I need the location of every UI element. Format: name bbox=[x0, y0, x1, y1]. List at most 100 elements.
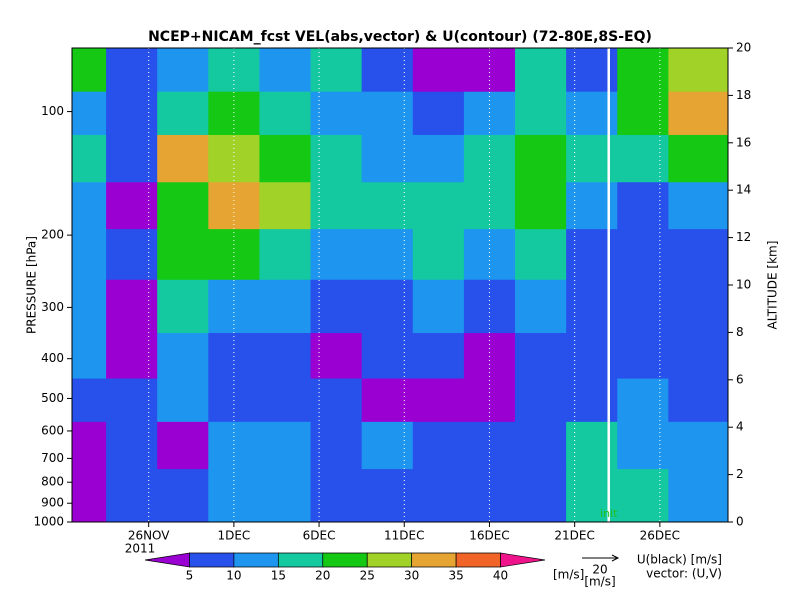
field-cell bbox=[259, 333, 312, 380]
field-cell bbox=[106, 333, 158, 380]
field-cell bbox=[617, 279, 669, 334]
chart-title: NCEP+NICAM_fcst VEL(abs,vector) & U(cont… bbox=[148, 29, 652, 45]
field-cell bbox=[463, 48, 516, 93]
field-cell bbox=[208, 421, 260, 470]
field-cell bbox=[668, 378, 728, 423]
colorbar-unit: [m/s] bbox=[553, 568, 584, 582]
colorbar-swatch bbox=[322, 552, 368, 568]
field-cell bbox=[463, 469, 516, 522]
field-cell bbox=[515, 182, 567, 230]
field-cell bbox=[72, 421, 107, 470]
field-cell bbox=[617, 333, 669, 380]
field-cell bbox=[515, 421, 567, 470]
legend-note: vector: (U,V) bbox=[646, 567, 722, 581]
field-cell bbox=[157, 48, 209, 93]
field-cell bbox=[106, 421, 158, 470]
field-cell bbox=[72, 134, 107, 183]
field-cell bbox=[259, 279, 312, 334]
field-cell bbox=[361, 333, 414, 380]
field-cell bbox=[208, 229, 260, 281]
field-cell bbox=[463, 421, 516, 470]
field-cell bbox=[361, 421, 414, 470]
field-cell bbox=[668, 48, 728, 93]
field-cell bbox=[72, 182, 107, 230]
field-cell bbox=[157, 182, 209, 230]
y2-tick-label: 8 bbox=[736, 325, 744, 339]
y-tick-label: 400 bbox=[41, 351, 64, 365]
field-cell bbox=[106, 279, 158, 334]
field-cell bbox=[412, 469, 465, 522]
field-cell bbox=[310, 421, 363, 470]
field-cell bbox=[310, 469, 363, 522]
y2-tick-label: 20 bbox=[736, 41, 751, 55]
y-tick-label: 100 bbox=[41, 104, 64, 118]
field-cell bbox=[668, 333, 728, 380]
init-label: init bbox=[600, 507, 618, 520]
year-label: 2011 bbox=[125, 542, 156, 556]
plot-frame bbox=[71, 47, 729, 523]
field-cell bbox=[157, 469, 209, 522]
field-cell bbox=[617, 421, 669, 470]
field-cell bbox=[157, 421, 209, 470]
field-cell bbox=[310, 279, 363, 334]
field-cell bbox=[259, 48, 312, 93]
field-cell bbox=[361, 378, 414, 423]
field-cell bbox=[668, 421, 728, 470]
field-cell bbox=[361, 229, 414, 281]
colorbar-swatch bbox=[411, 552, 457, 568]
colorbar-swatch bbox=[277, 552, 324, 568]
x-tick-label: 16DEC bbox=[469, 529, 509, 543]
field-cell bbox=[412, 421, 465, 470]
field-cell bbox=[617, 378, 669, 423]
field-cell bbox=[617, 91, 669, 136]
y2-tick-label: 12 bbox=[736, 230, 751, 244]
y-tick-label: 600 bbox=[41, 423, 64, 437]
y2-tick-label: 0 bbox=[736, 515, 744, 529]
x-tick-label: 6DEC bbox=[303, 529, 336, 543]
y2-tick-label: 14 bbox=[736, 183, 751, 197]
field-cell bbox=[361, 182, 414, 230]
field-cell bbox=[412, 91, 465, 136]
field-cell bbox=[668, 279, 728, 334]
field-cell bbox=[515, 48, 567, 93]
field-cell bbox=[412, 229, 465, 281]
x-tick-label: 11DEC bbox=[384, 529, 424, 543]
vector-key-unit: [m/s] bbox=[584, 575, 615, 589]
field-cell bbox=[259, 378, 312, 423]
field-cell bbox=[515, 279, 567, 334]
field-cell bbox=[463, 134, 516, 183]
colorbar-label: 15 bbox=[271, 569, 286, 583]
legend-note: U(black) [m/s] bbox=[637, 553, 722, 567]
field-cell bbox=[310, 333, 363, 380]
field-cell bbox=[72, 48, 107, 93]
colorbar-label: 20 bbox=[315, 569, 330, 583]
y-tick-label: 1000 bbox=[33, 515, 64, 529]
field-cell bbox=[157, 378, 209, 423]
colorbar-label: 25 bbox=[360, 569, 375, 583]
field-cell bbox=[208, 469, 260, 522]
field-cell bbox=[106, 134, 158, 183]
field-cell bbox=[259, 91, 312, 136]
y2-axis-label: ALTITUDE [km] bbox=[766, 241, 780, 330]
field-cell bbox=[668, 182, 728, 230]
field-cell bbox=[566, 378, 618, 423]
colorbar-swatch bbox=[500, 552, 546, 568]
field-cell bbox=[157, 91, 209, 136]
field-cell bbox=[566, 134, 618, 183]
y-axis-label: PRESSURE [hPa] bbox=[25, 236, 39, 334]
field-cell bbox=[361, 91, 414, 136]
vector-key-head bbox=[611, 554, 620, 562]
field-cell bbox=[515, 91, 567, 136]
field-cell bbox=[72, 91, 107, 136]
colorbar-swatch bbox=[233, 552, 279, 568]
field-cell bbox=[259, 182, 312, 230]
colorbar-label: 10 bbox=[226, 569, 241, 583]
field-cell bbox=[515, 333, 567, 380]
field-cell bbox=[157, 134, 209, 183]
field-cell bbox=[310, 182, 363, 230]
field-cell bbox=[463, 279, 516, 334]
field-cell bbox=[617, 48, 669, 93]
field-cell bbox=[412, 279, 465, 334]
